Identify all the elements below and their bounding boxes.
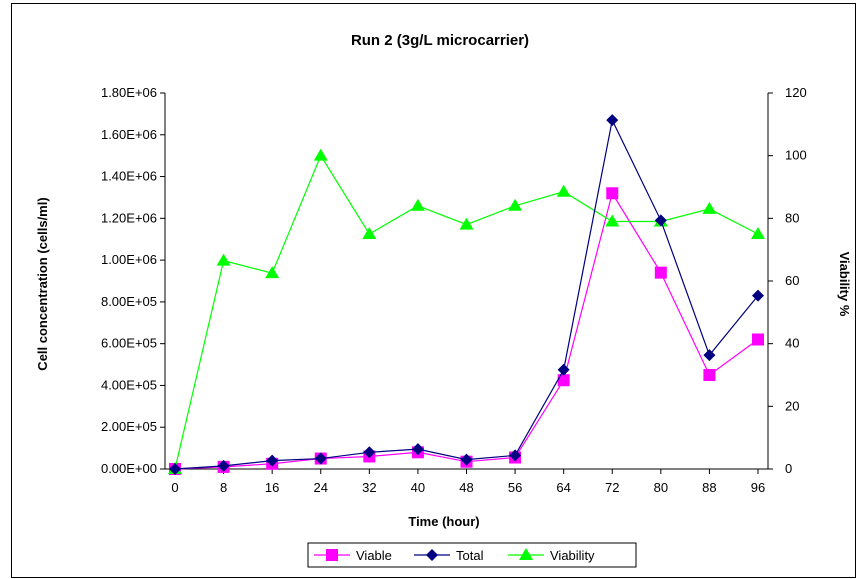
data-point-viable (752, 333, 764, 346)
series-viable (169, 187, 764, 475)
data-point-total (363, 446, 376, 459)
y2-tick-label: 20 (785, 398, 799, 413)
x-tick-label: 48 (459, 480, 473, 495)
y-tick-label: 8.00E+05 (101, 294, 157, 309)
data-point-total (654, 214, 667, 227)
data-point-total (460, 453, 473, 466)
data-point-total (703, 349, 716, 362)
data-point-viable (703, 369, 716, 381)
line-chart: Run 2 (3g/L microcarrier) 0.00E+00 2.00E+… (35, 32, 852, 568)
y2-tick-label: 40 (785, 336, 799, 351)
x-tick-label: 72 (605, 480, 619, 495)
series-line-total (174, 118, 759, 470)
y-tick-label: 1.20E+06 (101, 210, 157, 225)
legend-entry-viable: Viable (314, 548, 392, 563)
data-point-viability (265, 266, 280, 279)
legend: Viable Total Viability (307, 542, 637, 568)
data-point-viability (362, 227, 377, 239)
x-tick-label: 56 (508, 480, 522, 495)
data-point-viability (702, 201, 717, 214)
x-tick-label: 24 (314, 480, 328, 495)
data-point-total (509, 449, 522, 462)
y2-tick-label: 60 (785, 273, 799, 288)
y-tick-label: 1.80E+06 (101, 85, 157, 100)
x-tick-label: 96 (751, 480, 765, 495)
data-point-total (606, 114, 619, 127)
x-tick-label: 16 (265, 480, 279, 495)
legend-label: Viable (356, 548, 392, 563)
chart-title: Run 2 (3g/L microcarrier) (351, 32, 529, 49)
x-tick-label: 0 (171, 480, 178, 495)
legend-label: Total (456, 548, 484, 563)
series-line-viability (174, 154, 759, 470)
y-tick-label: 1.60E+06 (101, 127, 157, 142)
series-total (169, 114, 764, 475)
y-tick-label: 4.00E+05 (101, 377, 157, 392)
y-tick-label: 1.00E+06 (101, 252, 157, 267)
legend-label: Viability (550, 548, 595, 563)
data-point-total (314, 452, 327, 465)
data-point-total (169, 463, 181, 475)
data-point-viable (557, 374, 570, 387)
axes: 0.00E+00 2.00E+05 4.00E+05 6.00E+05 8.00E+05… (101, 85, 807, 495)
y-tick-label: 2.00E+05 (101, 419, 157, 434)
x-tick-label: 88 (702, 480, 716, 495)
data-point-viability (751, 227, 765, 239)
x-tick-label: 64 (556, 480, 570, 495)
legend-marker (519, 548, 533, 560)
y-tick-label: 1.40E+06 (101, 169, 157, 184)
chart-frame: Run 2 (3g/L microcarrier) 0.00E+00 2.00E+… (11, 3, 856, 578)
series-line-viable (174, 191, 759, 470)
data-point-viable (654, 266, 667, 279)
legend-entry-total: Total (414, 548, 484, 563)
data-point-total (752, 289, 764, 302)
data-point-viability (605, 214, 620, 227)
legend-entry-viability: Viability (508, 548, 595, 563)
x-tick-label: 32 (362, 480, 376, 495)
y2-axis-title: Viability % (837, 252, 852, 317)
y2-tick-label: 120 (785, 85, 807, 100)
x-tick-label: 40 (411, 480, 425, 495)
y2-tick-label: 80 (785, 210, 799, 225)
legend-marker (326, 549, 338, 561)
series-viability (168, 148, 765, 474)
legend-marker (426, 549, 438, 561)
x-tick-label: 80 (654, 480, 668, 495)
data-point-total (266, 454, 279, 467)
data-point-viability (313, 148, 328, 161)
data-point-viability (410, 198, 425, 211)
y2-tick-label: 100 (785, 148, 807, 163)
legend-box (307, 542, 637, 568)
y-axis-title: Cell concentration (cells/ml) (35, 197, 50, 370)
data-point-viability (216, 253, 231, 266)
data-point-viability (459, 217, 474, 230)
y-tick-label: 0.00E+00 (101, 461, 157, 476)
y-tick-label: 6.00E+05 (101, 336, 157, 351)
data-point-total (411, 443, 424, 456)
data-point-total (217, 459, 230, 472)
data-point-viability (508, 198, 523, 211)
y2-tick-label: 0 (785, 461, 792, 476)
data-point-viable (606, 187, 619, 200)
x-axis-title: Time (hour) (408, 514, 479, 529)
series-layer (168, 114, 765, 475)
x-tick-label: 8 (220, 480, 227, 495)
data-point-total (557, 363, 570, 376)
data-point-viability (556, 184, 571, 197)
